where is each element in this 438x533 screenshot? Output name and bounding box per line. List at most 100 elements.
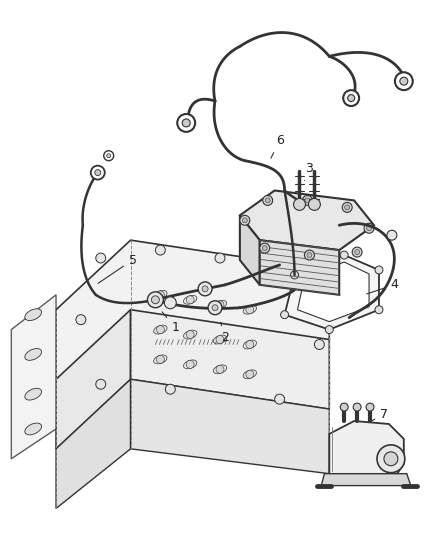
Text: 1: 1 (162, 312, 179, 334)
Polygon shape (131, 310, 329, 409)
Circle shape (148, 292, 163, 308)
Circle shape (212, 305, 218, 311)
Ellipse shape (184, 330, 197, 339)
Ellipse shape (154, 325, 167, 334)
Polygon shape (329, 421, 404, 483)
Circle shape (156, 356, 164, 364)
Circle shape (387, 230, 397, 240)
Polygon shape (56, 379, 131, 508)
Circle shape (246, 370, 254, 378)
Circle shape (152, 296, 159, 304)
Polygon shape (297, 262, 369, 321)
Circle shape (281, 311, 289, 319)
Circle shape (156, 326, 164, 334)
Text: 2: 2 (221, 322, 229, 344)
Circle shape (355, 249, 360, 255)
Circle shape (107, 154, 111, 158)
Ellipse shape (25, 389, 42, 400)
Polygon shape (240, 190, 374, 250)
Ellipse shape (25, 349, 42, 360)
Circle shape (290, 271, 298, 279)
Circle shape (352, 247, 362, 257)
Ellipse shape (184, 360, 197, 369)
Polygon shape (131, 379, 329, 474)
Ellipse shape (25, 423, 42, 435)
Polygon shape (11, 295, 56, 459)
Circle shape (216, 365, 224, 373)
Circle shape (95, 169, 101, 175)
Circle shape (262, 246, 267, 251)
Circle shape (353, 403, 361, 411)
Circle shape (275, 260, 285, 270)
Circle shape (343, 90, 359, 106)
Circle shape (366, 403, 374, 411)
Text: 3: 3 (304, 162, 313, 181)
Circle shape (215, 253, 225, 263)
Polygon shape (321, 474, 411, 486)
Circle shape (384, 452, 398, 466)
Circle shape (263, 196, 273, 205)
Circle shape (325, 326, 333, 334)
Circle shape (165, 384, 175, 394)
Circle shape (164, 297, 176, 309)
Circle shape (104, 151, 114, 160)
Circle shape (96, 253, 106, 263)
Ellipse shape (184, 295, 197, 304)
Ellipse shape (243, 340, 257, 349)
Ellipse shape (213, 300, 227, 309)
Text: 6: 6 (271, 134, 283, 158)
Text: 4: 4 (367, 278, 398, 294)
Text: 7: 7 (368, 408, 388, 423)
Text: 5: 5 (98, 254, 137, 284)
Circle shape (186, 360, 194, 368)
Polygon shape (56, 240, 329, 409)
Circle shape (345, 205, 350, 210)
Circle shape (216, 301, 224, 309)
Circle shape (308, 198, 320, 211)
Polygon shape (260, 240, 339, 295)
Circle shape (375, 266, 383, 274)
Ellipse shape (25, 309, 42, 320)
Circle shape (395, 72, 413, 90)
Circle shape (246, 341, 254, 349)
Ellipse shape (243, 370, 257, 379)
Circle shape (216, 336, 224, 343)
Circle shape (156, 291, 164, 299)
Circle shape (340, 403, 348, 411)
Circle shape (202, 286, 208, 292)
Circle shape (293, 198, 305, 211)
Ellipse shape (154, 355, 167, 364)
Circle shape (208, 301, 222, 314)
Circle shape (186, 330, 194, 338)
Circle shape (305, 198, 310, 203)
Circle shape (76, 314, 86, 325)
Circle shape (303, 196, 312, 205)
Circle shape (177, 114, 195, 132)
Circle shape (304, 250, 314, 260)
Polygon shape (240, 215, 260, 285)
Circle shape (342, 203, 352, 212)
Polygon shape (285, 255, 379, 329)
Ellipse shape (243, 305, 257, 314)
Circle shape (186, 296, 194, 304)
Polygon shape (56, 310, 131, 449)
Ellipse shape (213, 365, 227, 374)
Circle shape (377, 445, 405, 473)
Circle shape (340, 251, 348, 259)
Circle shape (182, 119, 190, 127)
Circle shape (400, 77, 408, 85)
Ellipse shape (213, 335, 227, 344)
Circle shape (246, 306, 254, 314)
Circle shape (314, 340, 324, 350)
Circle shape (307, 253, 312, 257)
Circle shape (91, 166, 105, 180)
Circle shape (364, 223, 374, 233)
Circle shape (367, 226, 371, 231)
Circle shape (265, 198, 270, 203)
Circle shape (375, 306, 383, 314)
Circle shape (242, 218, 247, 223)
Circle shape (314, 270, 324, 280)
Circle shape (96, 379, 106, 389)
Circle shape (260, 243, 270, 253)
Ellipse shape (154, 290, 167, 299)
